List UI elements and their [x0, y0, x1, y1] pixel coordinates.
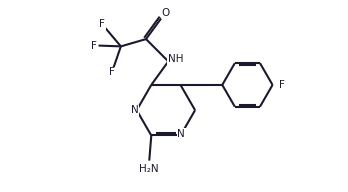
Text: F: F [99, 19, 105, 29]
Text: N: N [177, 129, 185, 139]
Text: F: F [91, 41, 97, 50]
Text: F: F [109, 67, 114, 77]
Text: H₂N: H₂N [140, 164, 159, 174]
Text: O: O [161, 8, 169, 18]
Text: F: F [279, 80, 285, 90]
Text: NH: NH [168, 54, 183, 64]
Text: N: N [131, 105, 139, 115]
